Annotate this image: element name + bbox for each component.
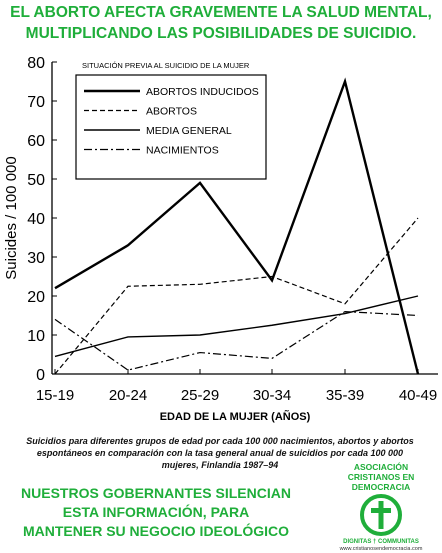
legend-label-0: ABORTOS INDUCIDOS	[146, 86, 259, 98]
x-tick-label-0: 15-19	[36, 387, 74, 404]
y-tick-label-4: 40	[27, 211, 45, 228]
org-motto: DIGNITAS † COMMUNITAS	[343, 539, 419, 545]
y-axis-label: Suicides / 100 000	[3, 156, 20, 279]
x-tick-label-2: 25-29	[181, 387, 219, 404]
org-url: www.cristianosendemocracia.com	[339, 546, 423, 552]
y-tick-label-0: 0	[36, 367, 45, 384]
slogan-line-2: ESTA INFORMACIÓN, PARA	[62, 504, 250, 520]
caption-line-3: mujeres, Finlandia 1987–94	[161, 460, 279, 470]
x-tick-label-5: 40-49	[399, 387, 437, 404]
y-tick-label-1: 10	[27, 328, 45, 345]
y-tick-label-8: 80	[27, 55, 45, 72]
headline-line-2: MULTIPLICANDO LAS POSIBILIDADES DE SUICI…	[25, 25, 417, 42]
org-name-line-2: CRISTIANOS EN DEMOCRACIA	[347, 472, 415, 492]
y-tick-label-7: 70	[27, 94, 45, 111]
chart-caption: Suicidios para diferentes grupos de edad…	[4, 435, 436, 471]
organization-logo: ASOCIACIÓN CRISTIANOS EN DEMOCRACIA DIGN…	[320, 462, 442, 553]
x-tick-label-4: 35-39	[326, 387, 364, 404]
caption-line-2: espontáneos en comparación con la tasa g…	[36, 448, 404, 458]
legend-label-1: ABORTOS	[146, 106, 197, 118]
series-line-1	[54, 217, 419, 375]
y-tick-label-6: 60	[27, 133, 45, 150]
x-axis-label: EDAD DE LA MUJER (AÑOS)	[160, 410, 311, 423]
series-line-3	[54, 310, 419, 371]
x-tick-label-1: 20-24	[109, 387, 147, 404]
suicide-chart: 0 10 20 30 40 50 60 70 80 15-19 20-24 25-29 30-34 35-…	[3, 55, 438, 423]
chart-title: SITUACIÓN PREVIA AL SUICIDIO DE LA MUJER	[82, 61, 250, 70]
y-tick-label-2: 20	[27, 289, 45, 306]
chart-plot-area: 0 10 20 30 40 50 60 70 80 15-19 20-24 25-29 30-34 35-…	[3, 55, 438, 423]
slogan-line-3: MANTENER SU NEGOCIO IDEOLÓGICO	[22, 523, 289, 539]
org-name-line-1: ASOCIACIÓN	[353, 462, 409, 472]
headline: EL ABORTO AFECTA GRAVEMENTE LA SALUD MEN…	[0, 2, 442, 44]
slogan-line-1: NUESTROS GOBERNANTES SILENCIAN	[21, 485, 291, 501]
headline-line-1: EL ABORTO AFECTA GRAVEMENTE LA SALUD MEN…	[10, 4, 432, 21]
y-tick-label-5: 50	[27, 172, 45, 189]
series-line-2	[54, 295, 419, 358]
legend-box	[75, 74, 267, 180]
legend-label-3: NACIMIENTOS	[146, 145, 219, 157]
legend-label-2: MEDIA GENERAL	[146, 125, 232, 137]
cross-circle-icon	[360, 494, 402, 536]
series-line-0	[54, 77, 420, 375]
x-tick-label-3: 30-34	[253, 387, 291, 404]
slogan: NUESTROS GOBERNANTES SILENCIAN ESTA INFO…	[0, 484, 312, 541]
y-tick-label-3: 30	[27, 250, 45, 267]
caption-line-1: Suicidios para diferentes grupos de edad…	[26, 436, 414, 446]
